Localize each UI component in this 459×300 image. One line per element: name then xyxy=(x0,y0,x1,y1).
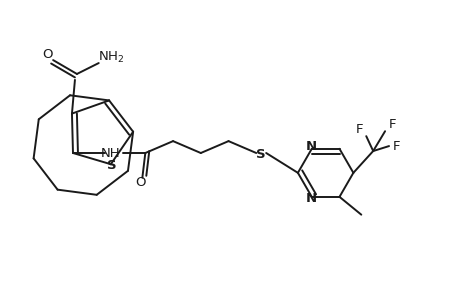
Text: F: F xyxy=(355,123,362,136)
Text: NH: NH xyxy=(101,146,120,160)
Text: O: O xyxy=(42,48,52,61)
Text: S: S xyxy=(107,159,116,172)
Text: N: N xyxy=(306,192,317,205)
Text: O: O xyxy=(135,176,146,189)
Text: F: F xyxy=(392,140,400,153)
Text: S: S xyxy=(256,148,265,161)
Text: F: F xyxy=(387,118,395,131)
Text: NH$_2$: NH$_2$ xyxy=(98,50,124,65)
Text: N: N xyxy=(306,140,317,153)
